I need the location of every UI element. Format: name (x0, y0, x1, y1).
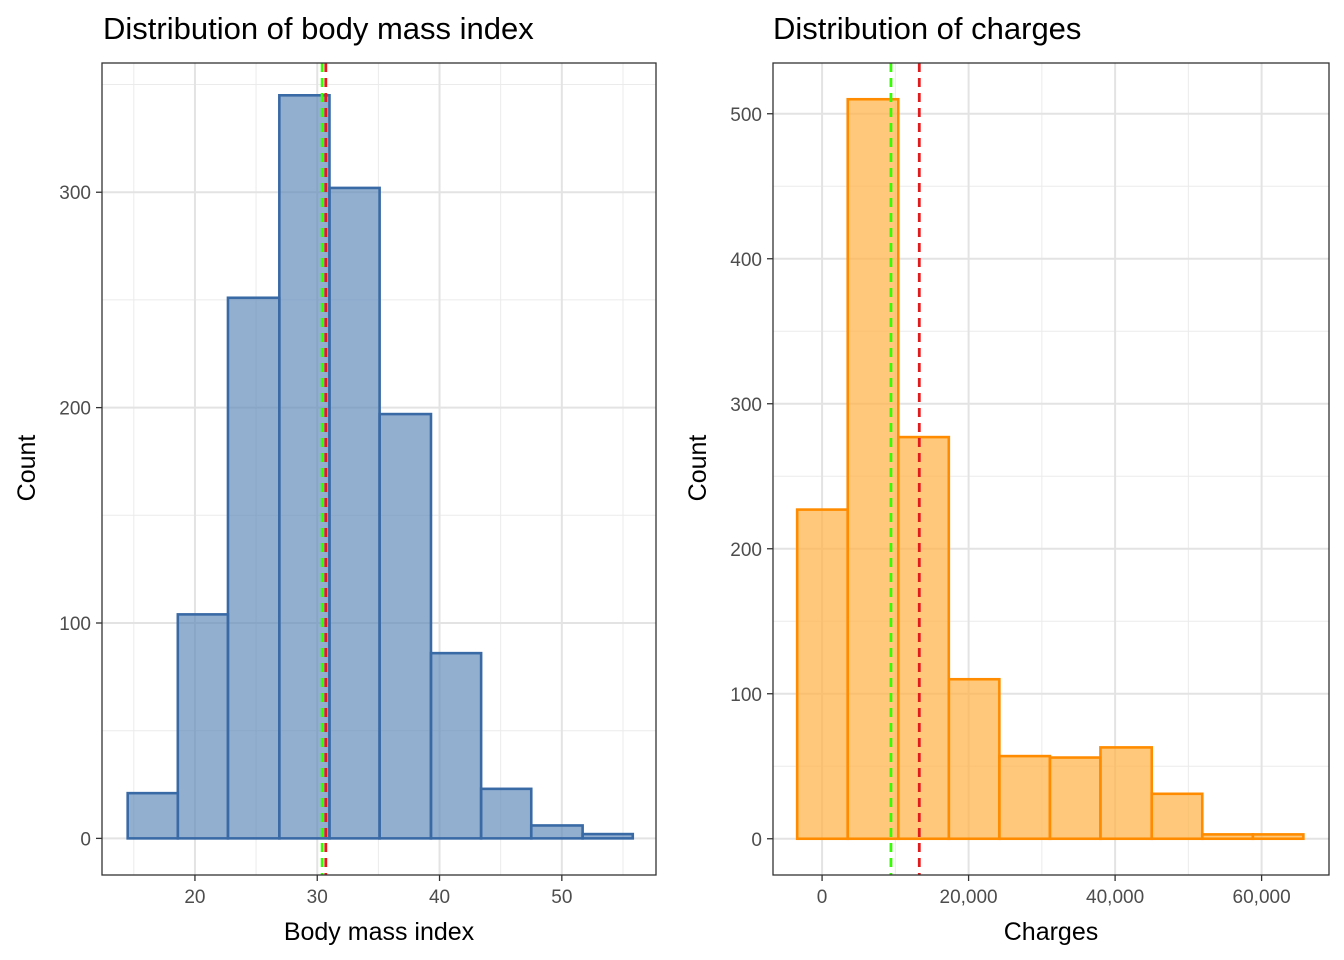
bmi-bar-3 (226, 296, 281, 840)
charges-histogram-panel: 0 20,000 40,000 60,000 0 100 200 300 400 500 Dist… (684, 11, 1330, 946)
charges-x-tick-label: 40,000 (1086, 887, 1144, 908)
bmi-bar-8 (479, 787, 533, 840)
bmi-x-tick-label: 50 (551, 887, 572, 908)
bmi-bar-10 (581, 832, 635, 840)
charges-y-tick-label: 200 (730, 540, 762, 561)
charges-bar-4 (947, 677, 1001, 841)
bmi-y-tick-label: 0 (80, 829, 91, 850)
bmi-x-tick-label: 20 (184, 887, 205, 908)
charges-x-axis-title: Charges (1004, 918, 1099, 946)
charges-y-axis-title: Count (684, 435, 712, 502)
bmi-histogram-panel: 20 30 40 50 0 100 200 300 Distribution of body … (13, 11, 657, 946)
charges-bar-6 (1048, 756, 1102, 841)
bmi-plot-area: 20 30 40 50 0 100 200 300 (59, 62, 657, 908)
charges-panel-border (772, 62, 1330, 876)
bmi-bar-1 (126, 791, 180, 840)
bmi-bar-7 (429, 651, 483, 840)
bmi-y-tick-label: 200 (59, 399, 91, 420)
bmi-chart-title: Distribution of body mass index (103, 11, 534, 46)
bmi-y-tick-label: 100 (59, 614, 91, 635)
charges-bar-8 (1150, 792, 1204, 841)
bmi-bar-5 (328, 186, 381, 840)
bmi-bar-2 (176, 613, 230, 840)
bmi-x-axis-title: Body mass index (284, 918, 475, 946)
charges-chart-title: Distribution of charges (773, 11, 1081, 46)
charges-y-tick-label: 300 (730, 395, 762, 416)
bmi-x-tick-label: 30 (307, 887, 328, 908)
charges-plot-area: 0 20,000 40,000 60,000 0 100 200 300 400 500 (730, 62, 1330, 908)
charges-y-tick-label: 0 (751, 830, 762, 851)
charges-y-tick-label: 100 (730, 685, 762, 706)
charges-bar-10 (1251, 833, 1305, 841)
charges-bar-5 (998, 754, 1052, 841)
bmi-x-tick-label: 40 (429, 887, 450, 908)
charges-x-tick-label: 0 (817, 887, 828, 908)
charges-bar-9 (1200, 833, 1255, 841)
charges-y-tick-label: 500 (730, 105, 762, 126)
charges-x-tick-label: 60,000 (1233, 887, 1291, 908)
charges-y-tick-label: 400 (730, 250, 762, 271)
charges-bar-7 (1099, 746, 1154, 841)
bmi-bar-9 (529, 824, 584, 840)
bmi-bar-6 (378, 412, 433, 840)
charges-bar-3 (896, 435, 951, 841)
bmi-y-tick-label: 300 (59, 183, 91, 204)
bmi-y-axis-title: Count (13, 435, 41, 502)
charges-bar-1 (795, 508, 850, 841)
bmi-panel-border (101, 62, 657, 876)
charges-x-tick-label: 20,000 (940, 887, 998, 908)
